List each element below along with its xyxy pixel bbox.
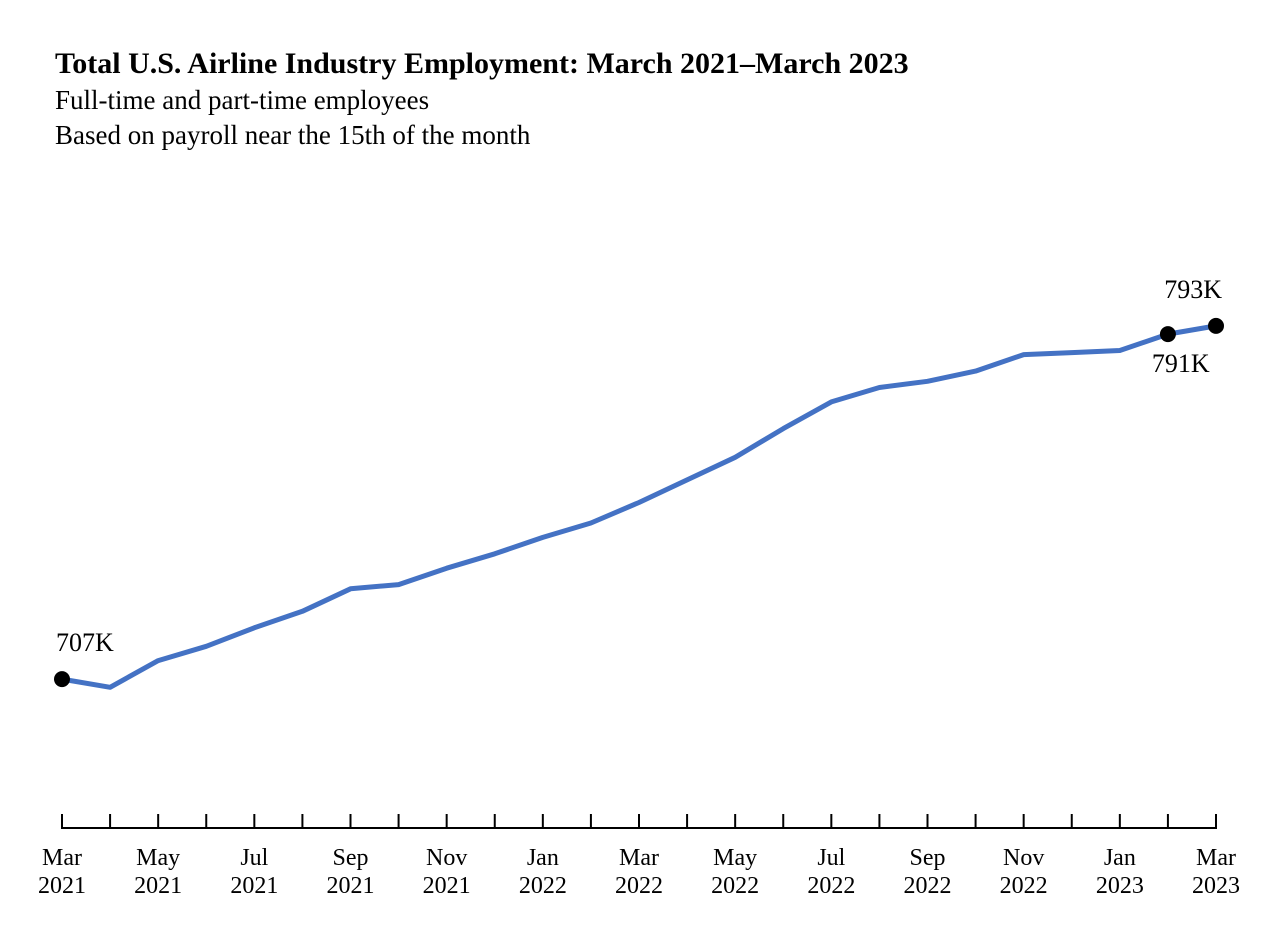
x-tick-label-month: Jul: [240, 845, 268, 871]
x-tick-label-month: Mar: [619, 845, 659, 871]
chart-title-block: Total U.S. Airline Industry Employment: …: [55, 45, 909, 153]
chart-subtitle-1: Full-time and part-time employees: [55, 83, 909, 118]
x-tick-label-month: May: [136, 845, 180, 871]
x-tick-label-month: May: [713, 845, 757, 871]
chart-title: Total U.S. Airline Industry Employment: …: [55, 45, 909, 83]
x-tick-label-month: Jul: [817, 845, 845, 871]
x-tick-label-year: 2022: [904, 873, 952, 899]
chart-subtitle-2: Based on payroll near the 15th of the mo…: [55, 118, 909, 153]
x-tick-label-month: Mar: [42, 845, 82, 871]
x-tick-label-month: Sep: [333, 845, 369, 871]
x-tick-label-month: Jan: [527, 845, 559, 871]
callout-labels: 707K 791K 793K: [56, 275, 1222, 657]
x-tick-label-year: 2023: [1096, 873, 1144, 899]
employment-series-line: [62, 326, 1216, 687]
x-tick-label-month: Jan: [1104, 845, 1136, 871]
data-point-marker: [1208, 318, 1224, 334]
x-tick-label-year: 2021: [327, 873, 375, 899]
x-tick-label-year: 2021: [134, 873, 182, 899]
x-tick-label-month: Mar: [1196, 845, 1236, 871]
x-tick-label-year: 2021: [230, 873, 278, 899]
x-tick-label-year: 2021: [38, 873, 86, 899]
x-tick-label-month: Sep: [910, 845, 946, 871]
data-point-label: 791K: [1152, 349, 1210, 378]
employment-line-chart: Total U.S. Airline Industry Employment: …: [0, 0, 1276, 952]
x-tick-label-month: Nov: [426, 845, 467, 871]
x-tick-label-year: 2021: [423, 873, 471, 899]
data-point-label: 793K: [1164, 275, 1222, 304]
x-tick-label-month: Nov: [1003, 845, 1044, 871]
x-tick-label-year: 2023: [1192, 873, 1240, 899]
x-axis-ticks: [110, 814, 1168, 828]
x-axis-labels: Mar2021May2021Jul2021Sep2021Nov2021Jan20…: [38, 845, 1240, 899]
data-point-marker: [1160, 326, 1176, 342]
x-tick-label-year: 2022: [615, 873, 663, 899]
x-tick-label-year: 2022: [711, 873, 759, 899]
data-point-label: 707K: [56, 628, 114, 657]
x-tick-label-year: 2022: [807, 873, 855, 899]
x-tick-label-year: 2022: [519, 873, 567, 899]
data-point-marker: [54, 671, 70, 687]
x-tick-label-year: 2022: [1000, 873, 1048, 899]
